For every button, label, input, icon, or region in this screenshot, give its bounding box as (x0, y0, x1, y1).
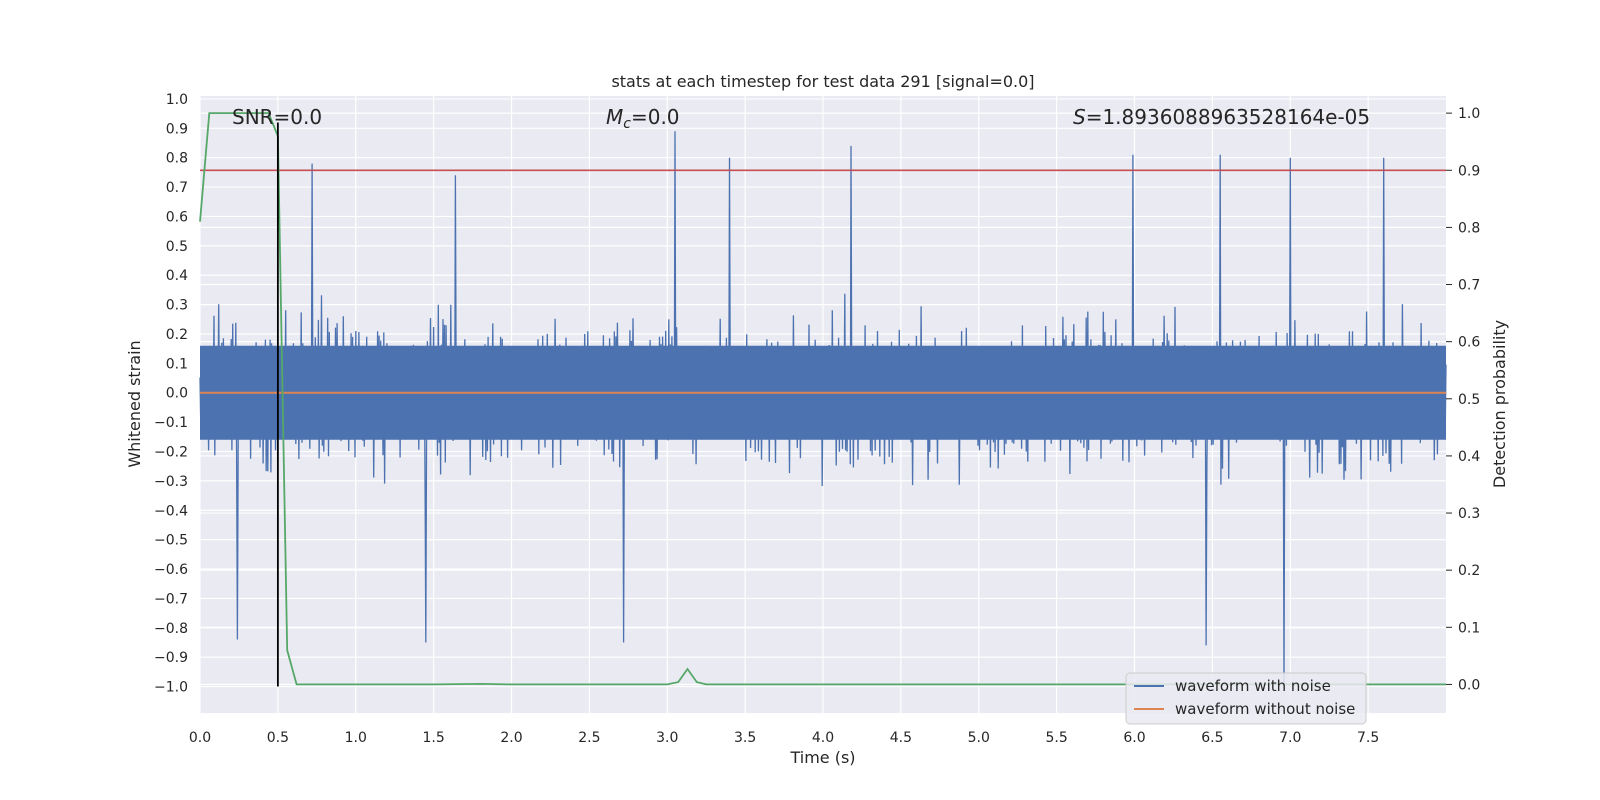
y-axis-label: Whitened strain (125, 340, 144, 467)
x-tick-label: 7.0 (1279, 730, 1301, 746)
y-right-tick-label: 0.7 (1458, 278, 1480, 294)
y-right-tick-label: 0.6 (1458, 335, 1480, 351)
y-tick-label: 0.1 (166, 356, 188, 372)
y-right-tick-label: 0.5 (1458, 392, 1480, 408)
legend-label-clean: waveform without noise (1175, 700, 1355, 718)
y-tick-label: 0.5 (166, 239, 188, 255)
overlay-series (199, 112, 1446, 687)
y-right-tick-label: 0.3 (1458, 506, 1480, 522)
x-tick-label: 7.5 (1357, 730, 1379, 746)
y-tick-label: −0.1 (154, 415, 188, 431)
x-tick-label: 1.0 (345, 730, 367, 746)
y-right-tick-label: 0.4 (1458, 449, 1480, 465)
x-tick-label: 6.0 (1123, 730, 1145, 746)
y-tick-label: −0.9 (154, 650, 188, 666)
y-tick-label: 0.8 (166, 151, 188, 167)
y-tick-label: −0.3 (154, 474, 188, 490)
y-tick-label: −0.7 (154, 591, 188, 607)
y-tick-label: −0.6 (154, 562, 188, 578)
x-tick-label: 2.5 (578, 730, 600, 746)
y-right-tick-label: 0.8 (1458, 220, 1480, 236)
legend-box (1125, 672, 1367, 725)
x-axis-label: Time (s) (789, 748, 855, 767)
y-right-tick-label: 0.9 (1458, 163, 1480, 179)
y-tick-label: −1.0 (154, 680, 188, 696)
x-tick-label: 1.5 (422, 730, 444, 746)
y-right-axis-label: Detection probability (1490, 320, 1509, 488)
y-tick-label: 0.3 (166, 298, 188, 314)
y-tick-label: 0.6 (166, 209, 188, 225)
y-tick-label: 0.2 (166, 327, 188, 343)
snr-annotation: SNR=0.0 (232, 105, 322, 129)
y-tick-label: 1.0 (166, 92, 188, 108)
y-right-tick-label: 0.2 (1458, 563, 1480, 579)
x-tick-label: 0.0 (189, 730, 211, 746)
x-tick-label: 3.0 (656, 730, 678, 746)
x-tick-label: 4.0 (812, 730, 834, 746)
x-tick-label: 0.5 (267, 730, 289, 746)
y-right-tick-label: 0.0 (1458, 677, 1480, 693)
s-annotation: S=1.8936088963528164e-05 (1073, 105, 1370, 129)
y-tick-label: 0.0 (166, 386, 188, 402)
chart-title: stats at each timestep for test data 291… (611, 72, 1034, 91)
x-tick-label: 2.0 (500, 730, 522, 746)
s-value: =1.8936088963528164e-05 (1086, 105, 1370, 129)
x-tick-label: 5.5 (1045, 730, 1067, 746)
y-right-tick-label: 1.0 (1458, 106, 1480, 122)
mc-subscript: c (623, 116, 631, 132)
mc-symbol: M (606, 105, 623, 129)
detection-probability-line (199, 112, 1446, 686)
y-tick-label: −0.8 (154, 621, 188, 637)
y-tick-label: −0.5 (154, 533, 188, 549)
legend-label-noise: waveform with noise (1175, 677, 1331, 695)
y-tick-label: 0.7 (166, 180, 188, 196)
x-tick-label: 4.5 (890, 730, 912, 746)
mc-annotation: Mc=0.0 (606, 105, 680, 132)
y-tick-label: −0.4 (154, 503, 188, 519)
x-tick-label: 6.5 (1201, 730, 1223, 746)
s-symbol: S (1073, 105, 1086, 129)
tick-labels: 0.0 0.5 1.0 1.5 2.0 2.5 3.0 3.5 4.0 4.5 5.0 5.5 6.0 6… (154, 92, 1480, 746)
x-tick-label: 5.0 (968, 730, 990, 746)
mc-value: =0.0 (631, 105, 680, 129)
y-tick-label: 0.4 (166, 268, 188, 284)
y-tick-label: 0.9 (166, 121, 188, 137)
legend: waveform with noise waveform without noi… (1125, 672, 1367, 725)
y-tick-label: −0.2 (154, 445, 188, 461)
y-right-tick-label: 0.1 (1458, 620, 1480, 636)
x-tick-label: 3.5 (734, 730, 756, 746)
